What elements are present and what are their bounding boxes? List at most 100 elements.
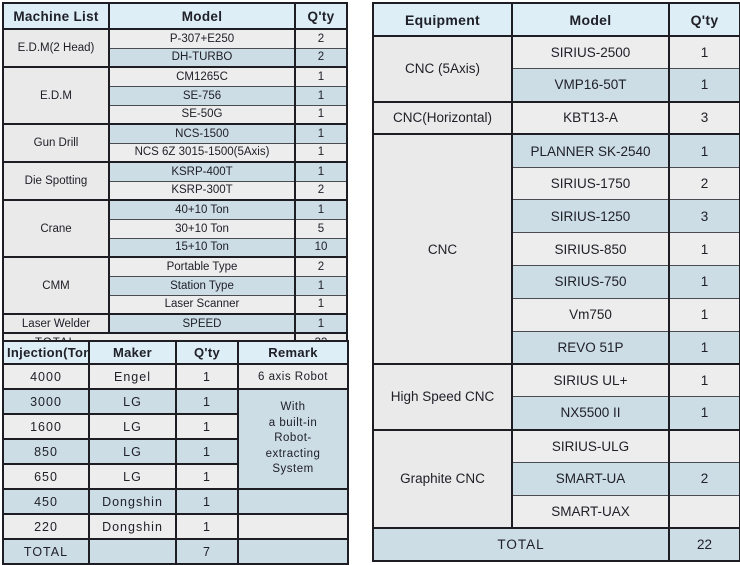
machine-header-row: Machine List Model Q'ty [2, 2, 348, 30]
machine-qty-cell: 2 [294, 256, 348, 277]
table-row: Laser Welder SPEED 1 [2, 313, 348, 334]
injection-qty-cell: 1 [175, 463, 239, 490]
injection-total-remark-cell [237, 538, 349, 565]
injection-maker-cell: LG [88, 413, 177, 440]
injection-qty-cell: 1 [175, 438, 239, 465]
equipment-qty-cell [668, 428, 740, 463]
equipment-header-equipment: Equipment [372, 2, 513, 37]
table-row: 3000 LG 1 With a built-in Robot- extract… [2, 388, 349, 490]
table-row: KSRP-300T 2 [3, 180, 348, 201]
table-row: 850 LG 1 [2, 438, 348, 465]
machine-qty-cell: 1 [294, 123, 348, 144]
table-row: NCS 6Z 3015-1500(5Axis) 1 [3, 142, 348, 163]
equipment-qty-cell: 1 [668, 232, 740, 267]
equipment-table: Equipment Model Q'ty CNC (5Axis) SIRIUS-… [372, 2, 740, 562]
machine-group-cell: E.D.M(2 Head) [2, 28, 110, 68]
injection-ton-cell: 650 [2, 463, 90, 490]
machine-model-cell: DH-TURBO [108, 47, 296, 68]
injection-maker-cell: LG [88, 388, 177, 415]
injection-ton-cell: 450 [2, 488, 90, 515]
equipment-header-model: Model [511, 2, 670, 37]
table-row: High Speed CNC SIRIUS UL+ 1 [372, 362, 740, 431]
injection-remark-cell [237, 513, 349, 540]
equipment-qty-cell: 1 [668, 330, 740, 365]
machine-qty-cell: 2 [294, 28, 348, 49]
table-row: CNC (5Axis) SIRIUS-2500 1 [372, 35, 740, 103]
equipment-qty-cell: 1 [668, 396, 740, 431]
table-row: Graphite CNC SIRIUS-ULG [372, 428, 740, 529]
machine-qty-cell: 1 [294, 85, 348, 106]
table-row: SMART-UAX [373, 494, 740, 529]
equipment-qty-cell [668, 494, 740, 529]
table-row: 4000 Engel 1 6 axis Robot [2, 363, 349, 390]
table-row: Gun Drill NCS-1500 1 [2, 123, 348, 163]
equipment-model-cell: SIRIUS-750 [511, 265, 670, 299]
table-row: 220 Dongshin 1 [2, 513, 349, 540]
table-row: Laser Scanner 1 [3, 294, 348, 315]
injection-maker-cell: Engel [88, 363, 177, 390]
injection-qty-cell: 1 [175, 488, 239, 515]
machine-group-cell: Crane [2, 199, 110, 258]
injection-maker-cell: Dongshin [88, 488, 177, 515]
injection-ton-cell: 3000 [2, 388, 90, 415]
equipment-qty-cell: 2 [668, 166, 740, 201]
table-row: VMP16-50T 1 [373, 68, 740, 103]
injection-qty-cell: 1 [175, 363, 239, 390]
machine-qty-cell: 5 [294, 218, 348, 239]
injection-header-qty: Q'ty [175, 340, 239, 365]
injection-ton-cell: 1600 [2, 413, 90, 440]
machine-qty-cell: 1 [294, 104, 348, 125]
table-row: Station Type 1 [3, 275, 348, 296]
table-row: 30+10 Ton 5 [3, 218, 348, 239]
machine-qty-cell: 1 [294, 142, 348, 163]
table-row: E.D.M(2 Head) P-307+E250 2 [2, 28, 348, 68]
table-row: REVO 51P 1 [373, 330, 740, 365]
injection-remark-merged-cell: With a built-in Robot- extracting System [237, 388, 349, 490]
injection-ton-cell: 220 [2, 513, 90, 540]
table-row: SE-50G 1 [3, 104, 348, 125]
equipment-qty-cell: 1 [668, 68, 740, 103]
machine-group-cell: CMM [2, 256, 110, 315]
equipment-group-cell: CNC (5Axis) [372, 35, 513, 103]
injection-header-maker: Maker [88, 340, 177, 365]
table-row: CNC(Horizontal) KBT13-A 3 [372, 100, 740, 135]
table-row: SIRIUS-1250 3 [373, 199, 740, 234]
table-row: CNC PLANNER SK-2540 1 [372, 133, 740, 365]
equipment-model-cell: KBT13-A [511, 100, 670, 135]
equipment-qty-cell: 1 [668, 265, 740, 299]
equipment-qty-cell: 3 [668, 100, 740, 135]
injection-header-row: Injection(Ton) Maker Q'ty Remark [2, 340, 349, 365]
machine-model-cell: P-307+E250 [108, 28, 296, 49]
table-row: 450 Dongshin 1 [2, 488, 349, 515]
machine-model-cell: KSRP-300T [108, 180, 296, 201]
equipment-qty-cell: 3 [668, 199, 740, 234]
equipment-qty-cell: 2 [668, 461, 740, 496]
machine-qty-cell: 10 [294, 237, 348, 258]
injection-header-ton: Injection(Ton) [2, 340, 90, 365]
equipment-model-cell: NX5500 II [511, 396, 670, 431]
equipment-total-label: TOTAL [372, 526, 670, 562]
machine-qty-cell: 1 [294, 275, 348, 296]
machine-model-cell: Portable Type [108, 256, 296, 277]
injection-qty-cell: 1 [175, 388, 239, 415]
injection-ton-cell: 850 [2, 438, 90, 465]
equipment-group-cell: Graphite CNC [372, 428, 513, 529]
table-row: 15+10 Ton 10 [3, 237, 348, 258]
injection-total-row: TOTAL 7 [2, 538, 349, 565]
equipment-qty-cell: 1 [668, 35, 740, 70]
machine-model-cell: SE-50G [108, 104, 296, 125]
equipment-model-cell: SIRIUS-1250 [511, 199, 670, 234]
injection-qty-cell: 1 [175, 513, 239, 540]
machine-header-qty: Q'ty [294, 2, 348, 30]
equipment-total-qty: 22 [668, 526, 740, 562]
machine-model-cell: 30+10 Ton [108, 218, 296, 239]
injection-remark-cell: 6 axis Robot [237, 363, 349, 390]
table-row: CMM Portable Type 2 [2, 256, 348, 315]
equipment-header-qty: Q'ty [668, 2, 740, 37]
equipment-qty-cell: 1 [668, 297, 740, 332]
machine-qty-cell: 1 [294, 161, 348, 182]
machine-model-cell: SE-756 [108, 85, 296, 106]
machine-model-cell: 40+10 Ton [108, 199, 296, 220]
equipment-model-cell: SIRIUS UL+ [511, 362, 670, 398]
equipment-total-row: TOTAL 22 [372, 526, 740, 562]
